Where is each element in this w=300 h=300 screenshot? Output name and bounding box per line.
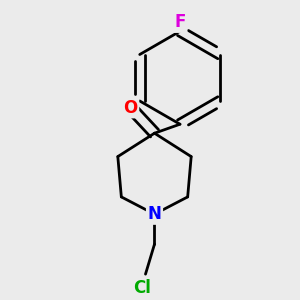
Text: O: O — [123, 99, 138, 117]
Text: N: N — [148, 205, 161, 223]
Text: Cl: Cl — [134, 279, 152, 297]
Text: F: F — [174, 13, 186, 31]
